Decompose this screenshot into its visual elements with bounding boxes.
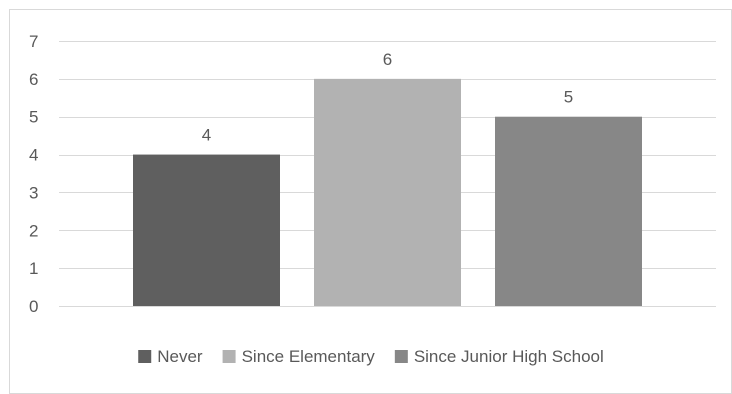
- data-label: 4: [202, 126, 211, 145]
- data-label: 6: [383, 50, 392, 69]
- y-tick-label: 2: [29, 221, 38, 240]
- data-labels: 4 6 5: [202, 50, 573, 145]
- y-tick-label: 4: [29, 146, 38, 165]
- bar-never: [133, 154, 280, 306]
- y-axis-ticks: 0 1 2 3 4 5 6 7: [29, 32, 38, 316]
- legend-item-since-elementary: Since Elementary: [222, 347, 376, 366]
- data-label: 5: [564, 88, 573, 107]
- y-tick-label: 3: [29, 183, 38, 202]
- legend: Never Since Elementary Since Junior High S…: [138, 347, 604, 366]
- bars: [133, 78, 642, 306]
- legend-swatch: [222, 350, 236, 363]
- bar-since-elementary: [314, 78, 461, 306]
- legend-label: Never: [157, 347, 203, 366]
- y-tick-label: 5: [29, 108, 38, 127]
- y-tick-label: 1: [29, 259, 38, 278]
- bar-since-junior-high-school: [495, 116, 642, 306]
- legend-swatch: [138, 350, 152, 363]
- legend-label: Since Junior High School: [414, 347, 604, 366]
- legend-swatch: [394, 350, 408, 363]
- legend-item-never: Never: [138, 347, 203, 366]
- legend-item-since-junior-high-school: Since Junior High School: [394, 347, 604, 366]
- legend-label: Since Elementary: [242, 347, 376, 366]
- y-tick-label: 6: [29, 70, 38, 89]
- y-tick-label: 7: [29, 32, 38, 51]
- y-tick-label: 0: [29, 297, 38, 316]
